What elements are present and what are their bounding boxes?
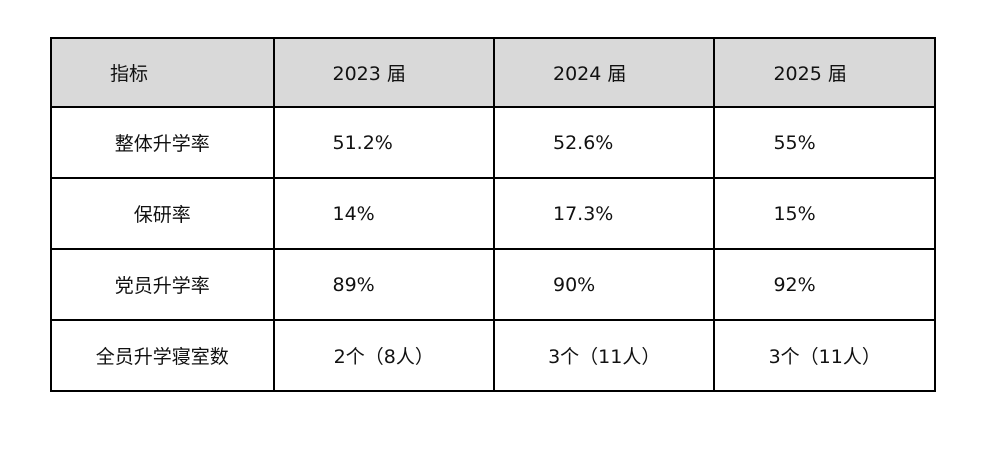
cell: 15% [713, 177, 936, 250]
row-label: 党员升学率 [50, 248, 275, 321]
cell: 3个（11人） [713, 319, 936, 392]
cell: 2024 届 [492, 37, 716, 108]
cell: 51.2% [272, 106, 495, 179]
cell: 92% [713, 248, 936, 321]
row-label: 全员升学寝室数 [50, 319, 275, 392]
table-row: 保研率 14% 17.3% 15% [50, 177, 936, 250]
header-row: 指标 2023 届 2024 届 2025 届 [50, 37, 936, 108]
row-label: 指标 [50, 37, 275, 108]
cell: 55% [713, 106, 936, 179]
row-label: 整体升学率 [50, 106, 275, 179]
cell: 89% [272, 248, 495, 321]
cell: 17.3% [492, 177, 716, 250]
data-table: 指标 2023 届 2024 届 2025 届整体升学率 51.2% 52.6% 55% 保研… [50, 37, 936, 392]
table-row: 党员升学率 89% 90% 92% [50, 248, 936, 321]
cell: 2个（8人） [272, 319, 495, 392]
cell: 2025 届 [713, 37, 936, 108]
row-label: 保研率 [50, 177, 275, 250]
cell: 2023 届 [272, 37, 495, 108]
cell: 14% [272, 177, 495, 250]
table-row: 整体升学率 51.2% 52.6% 55% [50, 106, 936, 179]
cell: 3个（11人） [492, 319, 716, 392]
table-row: 全员升学寝室数 2个（8人） 3个（11人） 3个（11人） [50, 319, 936, 392]
cell: 90% [492, 248, 716, 321]
cell: 52.6% [492, 106, 716, 179]
